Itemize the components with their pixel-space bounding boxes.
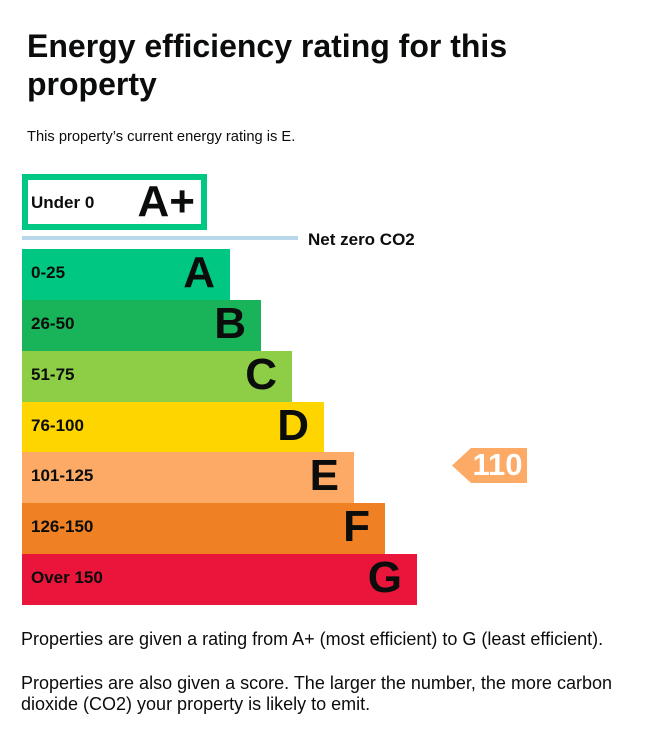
band-c: 51-75 C	[22, 351, 292, 402]
band-e-letter: E	[309, 451, 339, 500]
current-score-value: 110	[472, 447, 523, 482]
band-b-letter: B	[214, 299, 246, 348]
rating-explanation: Properties are given a rating from A+ (m…	[21, 629, 604, 649]
band-a-plus-range: Under 0	[31, 193, 95, 212]
net-zero-label: Net zero CO2	[308, 230, 415, 249]
band-a-plus: Under 0 A+	[22, 174, 207, 230]
page-title: Energy efficiency rating for this proper…	[27, 28, 508, 102]
band-e: 101-125 E	[22, 452, 354, 503]
band-g-range: Over 150	[31, 568, 103, 587]
net-zero-line	[22, 236, 298, 240]
band-d: 76-100 D	[22, 402, 324, 452]
band-f-letter: F	[343, 502, 370, 551]
band-g-letter: G	[367, 553, 402, 602]
band-c-range: 51-75	[31, 365, 75, 384]
current-rating-summary: This property’s current energy rating is…	[27, 129, 296, 145]
band-f: 126-150 F	[22, 503, 385, 554]
band-a-plus-letter: A+	[137, 177, 195, 226]
band-d-range: 76-100	[31, 415, 84, 435]
band-b-range: 26-50	[31, 314, 75, 333]
band-d-letter: D	[277, 400, 309, 450]
band-g: Over 150 G	[22, 554, 417, 605]
band-b: 26-50 B	[22, 300, 261, 351]
score-explanation: Properties are also given a score. The l…	[21, 673, 612, 714]
band-f-range: 126-150	[31, 517, 94, 536]
band-a-letter: A	[183, 248, 215, 297]
band-c-letter: C	[245, 350, 277, 399]
current-score-pointer: 110	[452, 448, 527, 483]
band-a-range: 0-25	[31, 263, 66, 282]
band-a: 0-25 A	[22, 249, 230, 300]
band-e-range: 101-125	[31, 466, 94, 485]
